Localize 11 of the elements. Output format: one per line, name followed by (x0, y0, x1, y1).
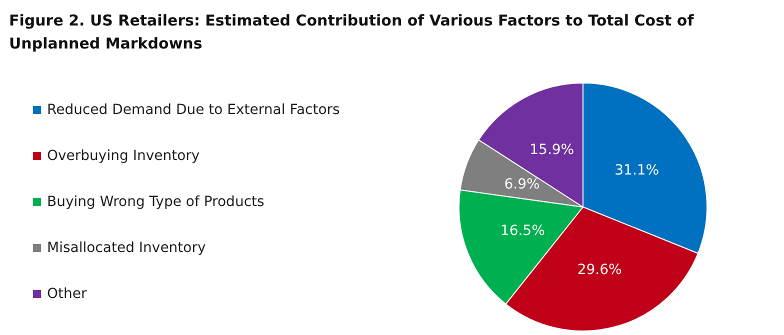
legend-label: Reduced Demand Due to External Factors (47, 102, 340, 118)
legend-label: Overbuying Inventory (47, 148, 200, 164)
legend-label: Misallocated Inventory (47, 240, 206, 256)
data-label: 29.6% (577, 262, 622, 278)
data-label: 16.5% (500, 223, 545, 240)
chart-title: Figure 2. US Retailers: Estimated Contribution of Various Factors to Total Cost of Unplanned Markdowns (9, 12, 699, 52)
data-label: 15.9% (530, 142, 574, 158)
data-label: 6.9% (504, 176, 540, 192)
legend-label: Other (47, 286, 87, 302)
legend-label: Buying Wrong Type of Products (47, 194, 264, 210)
data-label: 31.1% (614, 162, 660, 179)
